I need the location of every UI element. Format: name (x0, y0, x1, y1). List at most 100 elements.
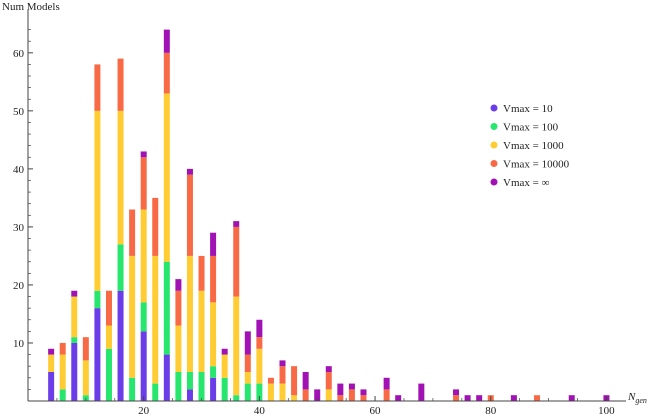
bar-segment (198, 255, 205, 291)
legend-marker (490, 160, 498, 167)
bar-segment (210, 302, 217, 367)
bar-segment (94, 290, 101, 309)
y-tick-label: 10 (13, 338, 25, 350)
y-tick-label: 60 (13, 48, 25, 60)
bar-segment (152, 255, 159, 384)
bar-segment (256, 319, 263, 338)
bar-segment (48, 348, 55, 355)
bar-segment (71, 342, 78, 401)
bar-segment (244, 371, 251, 384)
bar-segment (464, 395, 471, 401)
bar-segment (59, 354, 66, 390)
legend-label: Vmax = 100 (503, 122, 559, 134)
bar-segment (267, 383, 274, 401)
bar-segment (186, 389, 193, 401)
bar-segment (105, 348, 112, 401)
bar-segment (198, 290, 205, 372)
y-tick-label: 30 (13, 222, 25, 234)
bar-segment (453, 389, 460, 396)
bar-segment (325, 366, 332, 372)
bars-layer (48, 29, 610, 401)
x-tick-label: 80 (485, 405, 497, 415)
bar-segment (210, 377, 217, 401)
bar-segment (256, 383, 263, 401)
bar-segment (325, 389, 332, 401)
bar-segment (221, 377, 228, 401)
bar-segment (233, 226, 240, 297)
bar-segment (105, 325, 112, 349)
legend-marker (490, 104, 498, 112)
bar-segment (383, 377, 390, 390)
x-axis-label-sub: gen (635, 396, 647, 405)
y-tick-label: 50 (13, 106, 25, 118)
bar-segment (256, 337, 263, 349)
bar-segment (175, 290, 182, 326)
bar-segment (348, 389, 355, 401)
bar-segment (395, 395, 402, 401)
bar-segment (152, 197, 159, 256)
bar-segment (163, 52, 170, 94)
bar-segment (129, 377, 136, 401)
y-tick-label: 40 (13, 164, 25, 176)
x-axis-label: Ngen (627, 391, 647, 405)
bar-segment (256, 348, 263, 384)
bar-segment (314, 389, 321, 401)
bar-segment (302, 371, 309, 390)
x-tick-label: 20 (138, 405, 150, 415)
bar-segment (94, 308, 101, 401)
bar-segment (221, 348, 228, 355)
bar-segment (302, 389, 309, 401)
y-axis-label: Num Models (2, 1, 60, 13)
bar-segment (360, 395, 367, 401)
bar-segment (348, 383, 355, 390)
bar-segment (383, 389, 390, 401)
bar-segment (267, 377, 274, 384)
x-axis-label-main: N (627, 391, 636, 403)
ticks-layer: 10 20 30 40 50 60 20 40 60 80 100 (13, 29, 615, 415)
axes-layer (27, 10, 626, 402)
legend: Vmax = 10 Vmax = 100 Vmax = 1000 Vmax = 100… (490, 103, 570, 189)
legend-marker (490, 123, 498, 130)
bar-segment (291, 366, 298, 396)
bar-segment (82, 360, 89, 396)
bar-segment (105, 290, 112, 326)
bar-segment (233, 296, 240, 396)
bar-segment (117, 290, 124, 401)
bar-segment (210, 232, 217, 256)
bar-segment (337, 383, 344, 396)
bar-segment (337, 395, 344, 401)
bar-segment (94, 64, 101, 111)
bar-segment (117, 110, 124, 245)
x-tick-label: 60 (370, 405, 382, 415)
bar-segment (534, 395, 541, 401)
bar-segment (233, 395, 240, 401)
legend-label: Vmax = 1000 (503, 140, 564, 152)
bar-segment (186, 174, 193, 256)
bar-segment (71, 337, 78, 343)
bar-segment (117, 244, 124, 291)
bar-segment (210, 255, 217, 303)
bar-segment (140, 331, 147, 401)
bar-segment (186, 255, 193, 372)
bar-segment (163, 93, 170, 262)
bar-segment (117, 58, 124, 111)
x-tick-label: 40 (254, 405, 266, 415)
bar-segment (175, 279, 182, 291)
bar-segment (175, 325, 182, 372)
bar-segment (244, 354, 251, 372)
bar-segment (48, 371, 55, 401)
bar-segment (510, 395, 517, 401)
bar-segment (221, 354, 228, 378)
bar-segment (244, 331, 251, 355)
bar-segment (476, 395, 483, 401)
bar-segment (163, 29, 170, 53)
bar-segment (244, 383, 251, 401)
bar-segment (453, 395, 460, 401)
bar-segment (82, 337, 89, 361)
bar-segment (279, 366, 286, 384)
bar-segment (186, 168, 193, 175)
legend-label: Vmax = 10000 (503, 159, 570, 171)
bar-segment (186, 371, 193, 390)
bar-segment (279, 360, 286, 367)
